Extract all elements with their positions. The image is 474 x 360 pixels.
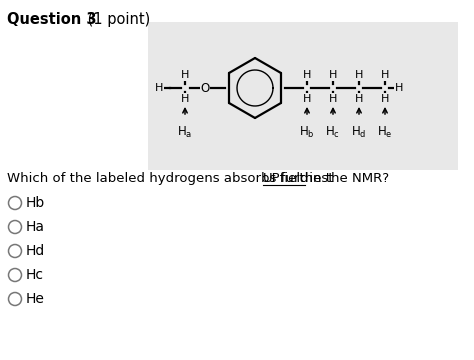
Text: Question 3: Question 3 bbox=[7, 12, 97, 27]
Text: H: H bbox=[381, 70, 389, 80]
Text: H: H bbox=[355, 70, 363, 80]
Text: $\mathregular{H_a}$: $\mathregular{H_a}$ bbox=[177, 125, 193, 140]
Text: H: H bbox=[329, 70, 337, 80]
Text: H: H bbox=[395, 83, 403, 93]
Text: Ha: Ha bbox=[26, 220, 45, 234]
Text: Which of the labeled hydrogens absorbs furthest: Which of the labeled hydrogens absorbs f… bbox=[7, 172, 338, 185]
Text: He: He bbox=[26, 292, 45, 306]
Text: $\mathregular{H_e}$: $\mathregular{H_e}$ bbox=[377, 125, 393, 140]
Text: Hb: Hb bbox=[26, 196, 45, 210]
Text: Hc: Hc bbox=[26, 268, 44, 282]
Text: H: H bbox=[381, 94, 389, 104]
Text: (1 point): (1 point) bbox=[83, 12, 150, 27]
Bar bbox=[148, 22, 458, 170]
Text: O: O bbox=[201, 81, 210, 94]
Text: H: H bbox=[329, 94, 337, 104]
Text: UPfield: UPfield bbox=[263, 172, 310, 185]
Text: H: H bbox=[181, 70, 189, 80]
Text: $\mathregular{H_b}$: $\mathregular{H_b}$ bbox=[299, 125, 315, 140]
Text: Hd: Hd bbox=[26, 244, 45, 258]
Text: H: H bbox=[355, 94, 363, 104]
Text: H: H bbox=[155, 83, 163, 93]
Text: H: H bbox=[303, 70, 311, 80]
Text: H: H bbox=[303, 94, 311, 104]
Text: $\mathregular{H_c}$: $\mathregular{H_c}$ bbox=[326, 125, 340, 140]
Text: H: H bbox=[181, 94, 189, 104]
Text: $\mathregular{H_d}$: $\mathregular{H_d}$ bbox=[351, 125, 367, 140]
Text: in the NMR?: in the NMR? bbox=[305, 172, 389, 185]
